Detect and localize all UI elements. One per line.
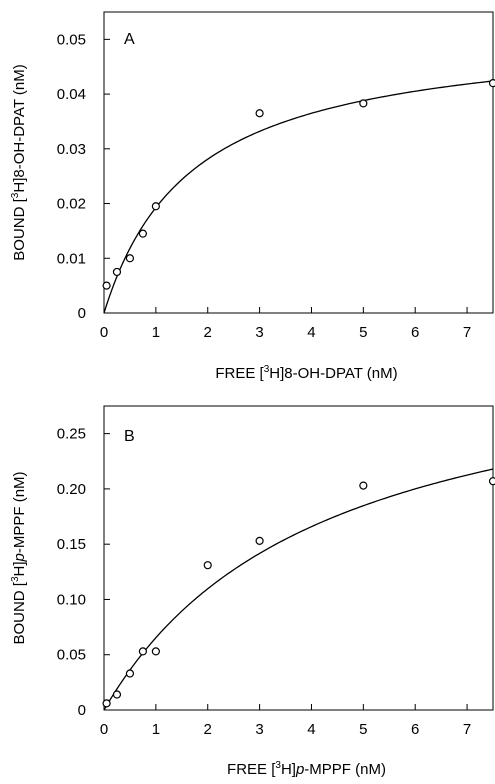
x-tick-label: 5 <box>359 324 367 341</box>
y-tick-label: 0 <box>78 305 86 322</box>
x-tick-label: 3 <box>255 721 263 738</box>
plot-frame <box>104 12 493 313</box>
axis-label-part-pre: FREE [ <box>227 761 276 778</box>
x-tick-label: 3 <box>255 324 263 341</box>
plot-frame <box>104 406 493 710</box>
data-point <box>126 255 133 262</box>
x-tick-label: 1 <box>152 324 160 341</box>
panel-a-chart: 0 1 2 3 4 5 6 7 0 0.01 0.02 0.03 0.04 0.05 A FREE [3H]8… <box>10 12 495 382</box>
fit-curve <box>104 81 493 313</box>
axis-label-part-post: H]8-OH-DPAT (nM) <box>11 64 28 192</box>
y-tick-label: 0.03 <box>57 141 86 158</box>
axis-label-part-ital: p <box>11 553 28 562</box>
x-tick-label: 2 <box>204 324 212 341</box>
data-point <box>256 110 263 117</box>
data-point <box>103 282 110 289</box>
panel-label: B <box>124 428 135 445</box>
axis-label-part-post: H] <box>11 561 28 576</box>
data-point <box>126 670 133 677</box>
fit-curve <box>104 469 493 710</box>
y-axis-label: BOUND [3H]8-OH-DPAT (nM) <box>10 64 28 260</box>
axis-label-part-pre: FREE [ <box>215 365 264 382</box>
axis-label-part-pre: BOUND [ <box>11 581 28 644</box>
data-point <box>490 478 495 485</box>
y-tick-label: 0.25 <box>57 426 86 443</box>
x-axis-label: FREE [3H]8-OH-DPAT (nM) <box>215 364 397 382</box>
x-tick-label: 2 <box>204 721 212 738</box>
y-tick-label: 0.05 <box>57 647 86 664</box>
y-tick-label: 0.04 <box>57 86 86 103</box>
panel-b-chart: 0 1 2 3 4 5 6 7 0 0.05 0.10 0.15 0.20 0.25 B FREE [3H]p… <box>10 406 495 778</box>
x-tick-label: 0 <box>100 324 108 341</box>
data-point <box>113 691 120 698</box>
axis-label-part-pre: BOUND [ <box>11 197 28 260</box>
data-point <box>103 700 110 707</box>
axis-label-part-post2: -MPPF (nM) <box>304 761 386 778</box>
panel-label: A <box>124 31 135 48</box>
axis-label-part-post: H]8-OH-DPAT (nM) <box>269 365 397 382</box>
data-point <box>139 648 146 655</box>
x-tick-label: 6 <box>411 721 419 738</box>
x-tick-label: 7 <box>463 721 471 738</box>
y-tick-label: 0.05 <box>57 31 86 48</box>
x-tick-label: 4 <box>307 721 315 738</box>
data-point <box>256 537 263 544</box>
data-point <box>490 80 495 87</box>
y-tick-label: 0.20 <box>57 481 86 498</box>
x-tick-label: 5 <box>359 721 367 738</box>
data-point <box>360 482 367 489</box>
x-tick-label: 6 <box>411 324 419 341</box>
y-tick-label: 0 <box>78 702 86 719</box>
x-tick-label: 1 <box>152 721 160 738</box>
y-tick-label: 0.02 <box>57 196 86 213</box>
data-point <box>139 230 146 237</box>
axis-label-part-ital: p <box>295 761 304 778</box>
x-axis-label: FREE [3H]p-MPPF (nM) <box>227 760 386 778</box>
y-tick-label: 0.10 <box>57 591 86 608</box>
data-point <box>113 268 120 275</box>
data-point <box>360 100 367 107</box>
x-tick-label: 0 <box>100 721 108 738</box>
y-tick-label: 0.01 <box>57 250 86 267</box>
y-axis-label: BOUND [3H]p-MPPF (nM) <box>10 471 28 644</box>
data-point <box>204 562 211 569</box>
y-tick-label: 0.15 <box>57 536 86 553</box>
axis-label-part-post2: -MPPF (nM) <box>11 471 28 553</box>
data-point <box>152 648 159 655</box>
data-point <box>152 203 159 210</box>
axis-label-part-post: H] <box>281 761 296 778</box>
x-tick-label: 7 <box>463 324 471 341</box>
x-tick-label: 4 <box>307 324 315 341</box>
